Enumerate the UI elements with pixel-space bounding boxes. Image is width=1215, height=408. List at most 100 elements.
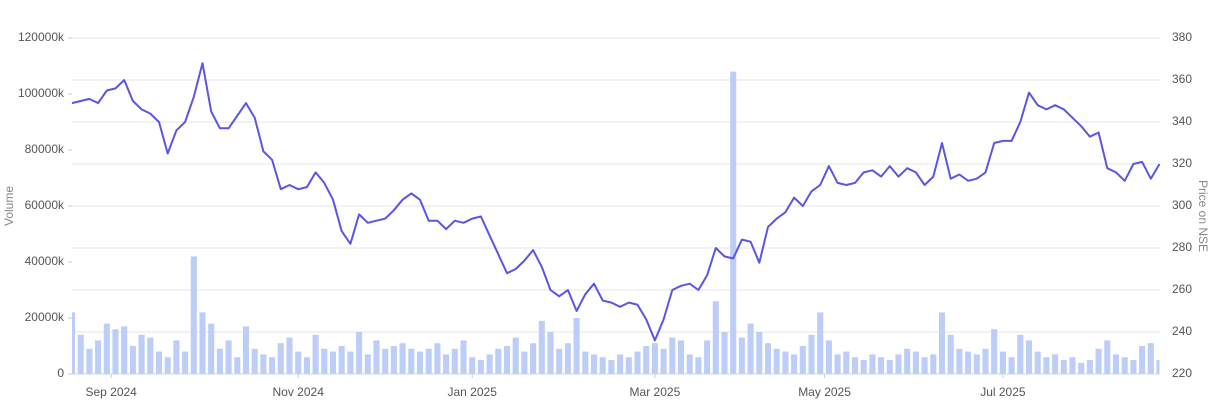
volume-bar [721,332,728,374]
volume-bar [1069,357,1076,374]
volume-bar [834,354,841,374]
volume-bar [95,340,102,374]
volume-bar [1095,348,1102,374]
y-tick-label: 40000k [25,254,65,268]
volume-bar [851,357,859,374]
x-tick-label: Sep 2024 [85,385,137,399]
volume-bar [669,337,676,374]
volume-bar [425,348,432,374]
volume-bar [573,318,580,374]
volume-bar [764,343,772,374]
volume-bar [799,346,806,374]
volume-bar [878,357,885,374]
y-tick-label: 120000k [18,30,65,44]
volume-bar [129,346,136,374]
volume-bar [416,351,424,374]
volume-bar [660,348,667,374]
volume-bar [895,354,902,374]
volume-bar [547,332,554,374]
volume-bar [773,348,780,374]
volume-bar [521,351,528,374]
volume-bar [77,334,84,374]
x-tick-label: May 2025 [798,385,851,399]
x-tick-label: Jan 2025 [448,385,498,399]
volume-bar [1139,346,1146,374]
volume-bar [712,301,719,374]
y2-tick-label: 320 [1172,156,1192,170]
volume-bar [460,340,467,374]
volume-bar [651,343,658,374]
x-tick-label: Mar 2025 [630,385,681,399]
volume-bar [1086,360,1093,374]
volume-bar [1017,334,1024,374]
volume-bar [538,320,545,374]
volume-bar [242,326,250,374]
volume-bar [782,351,789,374]
volume-bar [495,348,502,374]
x-tick-label: Nov 2024 [273,385,325,399]
y2-tick-label: 220 [1172,366,1192,380]
volume-bar [216,348,223,374]
volume-bar [1043,357,1050,374]
volume-bar [677,340,685,374]
volume-bar [382,348,389,374]
y-axis-title: Volume [2,186,16,226]
volume-bar [443,354,450,374]
volume-bar [112,329,119,374]
y-tick-label: 0 [57,366,64,380]
grid [72,37,1160,375]
volume-bar [791,354,798,374]
volume-bar [225,340,232,374]
volume-bar [1104,340,1111,374]
volume-bar [947,334,954,374]
volume-bar [86,348,93,374]
volume-bar [486,354,493,374]
volume-bar [564,343,571,374]
y2-tick-label: 260 [1172,282,1192,296]
volume-bar [1034,351,1041,374]
volume-bar [886,360,893,374]
volume-bar [704,340,711,374]
volume-bar [277,343,284,374]
volume-bar [338,346,345,374]
x-tick-label: Jul 2025 [980,385,1026,399]
volume-bar [869,354,876,374]
volume-bar [321,348,328,374]
volume-bar [1008,357,1015,374]
volume-bar [599,357,606,374]
volume-bar [251,348,258,374]
y2-tick-label: 280 [1172,240,1192,254]
volume-bar [312,334,319,374]
volume-bar [434,343,441,374]
volume-bar [164,357,171,374]
volume-bar [904,348,911,374]
volume-bar [625,357,632,374]
volume-bar [260,354,267,374]
volume-bar [155,351,163,374]
volume-bar [1130,360,1137,374]
volume-bars [72,71,1160,374]
volume-bar [956,348,963,374]
volume-bar [182,351,189,374]
volume-bar [843,351,850,374]
volume-bar [451,348,458,374]
volume-bar [938,312,946,374]
volume-bar [1025,340,1033,374]
volume-bar [1060,360,1067,374]
volume-bar [477,360,484,374]
volume-bar [469,357,476,374]
volume-bar [1052,354,1059,374]
volume-bar [199,312,206,374]
volume-bar [686,354,693,374]
volume-bar [1147,343,1154,374]
volume-bar [756,332,763,374]
volume-bar [390,346,397,374]
volume-bar [999,351,1006,374]
volume-bar [121,326,128,374]
volume-bar [173,340,180,374]
volume-bar [608,360,615,374]
volume-bar [138,334,145,374]
volume-bar [1078,362,1085,374]
volume-bar [634,351,641,374]
volume-bar [730,71,737,374]
